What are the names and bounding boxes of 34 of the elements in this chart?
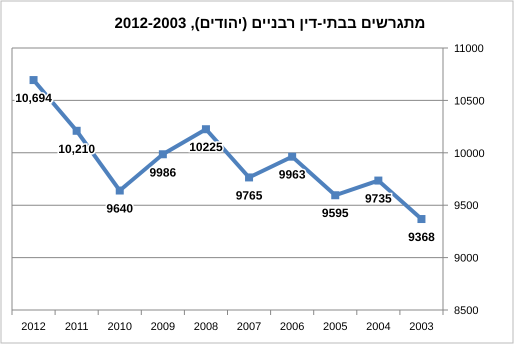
point [158, 150, 167, 158]
x-tick-label: 2010 [108, 321, 132, 333]
data-label: 9963 [278, 168, 306, 182]
y-tick-label: 9500 [454, 200, 478, 212]
point [331, 191, 340, 200]
x-tick-label: 2004 [366, 321, 391, 333]
y-tick-label: 11000 [454, 43, 484, 55]
data-label: 9640 [106, 202, 134, 216]
y-tick-label: 10000 [454, 148, 485, 160]
point [374, 176, 382, 185]
data-label: 9986 [150, 165, 177, 180]
x-tick-label: 2012 [21, 321, 46, 333]
x-tick-label: 2006 [280, 321, 304, 333]
chart-title: מתגרשים בבתי-דין רבניים (יהודים), 2012-2003 [114, 15, 426, 32]
y-tick-label: 9000 [454, 252, 478, 265]
point [417, 215, 426, 224]
data-label: 9735 [365, 192, 392, 206]
data-label: 9595 [322, 206, 349, 220]
y-tick-label: 10500 [454, 95, 485, 108]
x-tick-label: 2009 [150, 321, 176, 333]
point [202, 125, 210, 134]
x-tick-label: 2003 [409, 321, 434, 333]
data-label: 9765 [236, 188, 263, 202]
point [30, 76, 38, 84]
y-tick-label: 8500 [454, 305, 478, 317]
point [72, 126, 81, 135]
x-tick-label: 2008 [194, 321, 218, 333]
x-tick-label: 2007 [236, 321, 262, 333]
point [288, 152, 296, 161]
point [245, 173, 254, 182]
point [116, 186, 124, 195]
data-label: 9368 [408, 230, 436, 244]
x-tick-label: 2011 [64, 321, 88, 333]
x-tick-label: 2005 [323, 321, 348, 333]
